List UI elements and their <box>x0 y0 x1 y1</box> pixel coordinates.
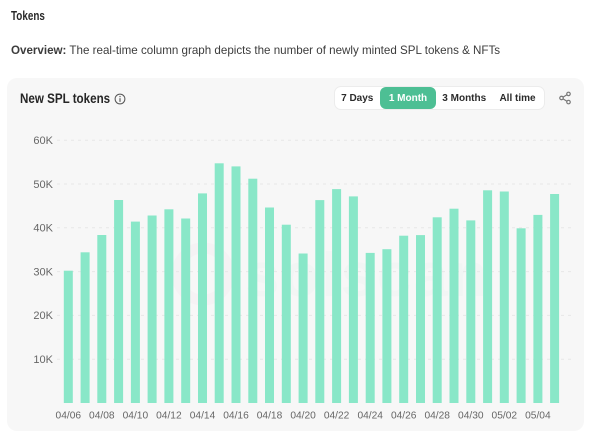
svg-text:04/30: 04/30 <box>458 411 484 422</box>
svg-text:60K: 60K <box>33 135 53 147</box>
svg-text:04/14: 04/14 <box>190 411 216 422</box>
svg-text:05/02: 05/02 <box>492 411 518 422</box>
svg-text:20K: 20K <box>33 310 53 322</box>
svg-text:04/06: 04/06 <box>56 411 82 422</box>
svg-text:04/26: 04/26 <box>391 411 417 422</box>
svg-text:40K: 40K <box>33 223 53 235</box>
svg-text:04/28: 04/28 <box>424 411 450 422</box>
svg-text:04/10: 04/10 <box>123 411 149 422</box>
svg-text:04/12: 04/12 <box>156 411 182 422</box>
svg-text:04/22: 04/22 <box>324 411 350 422</box>
svg-text:05/04: 05/04 <box>525 411 551 422</box>
svg-text:30K: 30K <box>33 266 53 278</box>
svg-text:04/08: 04/08 <box>89 411 115 422</box>
svg-text:50K: 50K <box>33 179 53 191</box>
svg-text:04/16: 04/16 <box>223 411 249 422</box>
svg-text:04/20: 04/20 <box>290 411 316 422</box>
svg-text:04/24: 04/24 <box>357 411 383 422</box>
svg-text:10K: 10K <box>33 354 53 366</box>
svg-text:04/18: 04/18 <box>257 411 283 422</box>
